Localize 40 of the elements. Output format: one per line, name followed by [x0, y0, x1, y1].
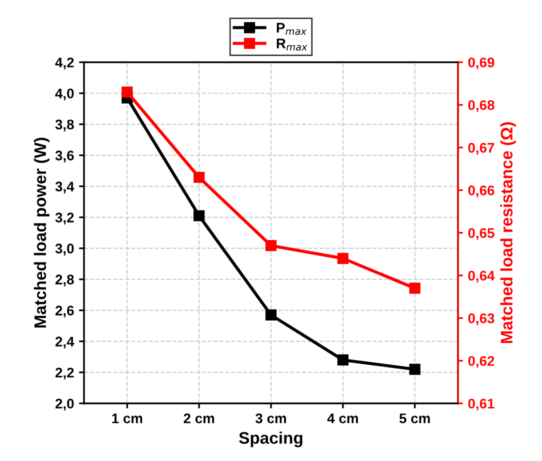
y2-tick-label: 0,68 — [468, 100, 494, 112]
x-tick-label: 1 cm — [112, 414, 142, 424]
x-tick-label: 2 cm — [184, 413, 214, 424]
y-tick-label: 4,2 — [55, 58, 74, 70]
y2-axis-title: Matched load resistance (Ω) — [500, 122, 516, 344]
y-tick-label: 3,8 — [55, 120, 74, 132]
y-tick-label: 2,4 — [55, 336, 74, 349]
x-tick-label: 5 cm — [399, 414, 430, 424]
y2-tick-label: 0,62 — [468, 356, 494, 368]
point — [409, 364, 420, 375]
y2-tick-label: 0,67 — [468, 142, 494, 155]
legend-label: R$_{max}$ — [276, 38, 308, 51]
x-tick-label: 3 cm — [255, 413, 286, 424]
y-tick-label: 2,2 — [55, 368, 74, 380]
y2-tick-label: 0,63 — [468, 313, 494, 326]
y2-tick-label: 0,61 — [468, 398, 494, 411]
point — [337, 354, 348, 366]
y-tick-label: 2,6 — [55, 306, 74, 318]
y-axis-title: Matched load power (W) — [34, 138, 50, 328]
point — [337, 252, 348, 264]
x-tick-label: 4 cm — [327, 414, 358, 424]
y2-tick-label: 0,69 — [468, 58, 494, 70]
y-tick-label: 3,0 — [55, 244, 74, 256]
y2-tick-label: 0,66 — [468, 185, 494, 198]
point — [122, 86, 133, 98]
y-tick-label: 3,4 — [55, 182, 74, 194]
point — [194, 172, 205, 183]
y-tick-label: 2,0 — [55, 398, 74, 411]
legend-label: P$_{max}$ — [276, 22, 307, 35]
point — [409, 282, 420, 294]
y2-tick-label: 0,65 — [468, 228, 494, 240]
y-tick-label: 3,6 — [55, 150, 74, 162]
point — [194, 210, 205, 222]
point — [265, 240, 277, 252]
y-tick-label: 4,0 — [55, 88, 74, 100]
point — [265, 309, 277, 321]
y-tick-label: 2,8 — [55, 274, 74, 287]
y-tick-label: 3,2 — [55, 212, 74, 224]
y2-tick-label: 0,64 — [468, 270, 495, 283]
x-axis-title: Spacing — [239, 432, 302, 448]
